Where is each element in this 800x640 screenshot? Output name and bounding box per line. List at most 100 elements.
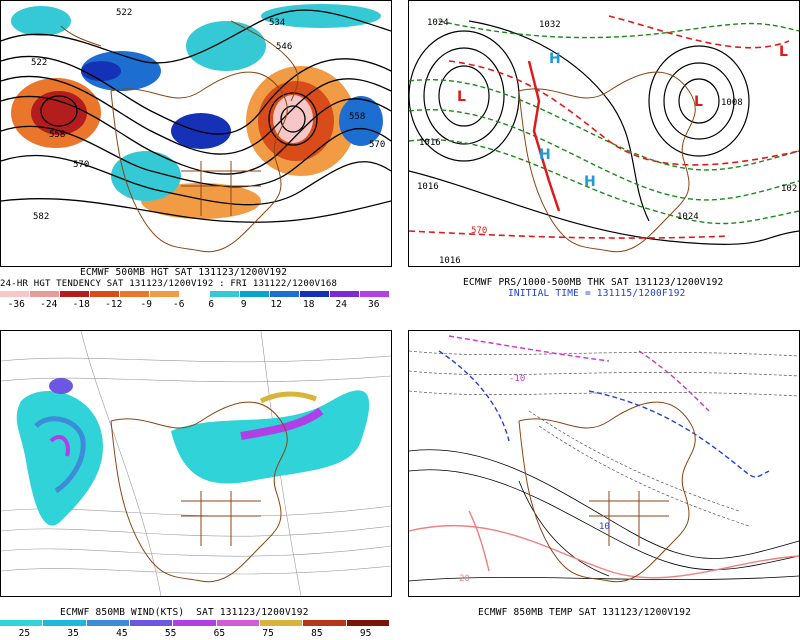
colorbar-tick-label: 85 bbox=[311, 628, 323, 639]
map-500mb-height: 522 534 522 558 570 582 558 570 546 bbox=[0, 0, 392, 267]
coastlines bbox=[110, 401, 288, 583]
isobar-label: 102 bbox=[781, 184, 797, 194]
temp-label: -10 bbox=[509, 374, 525, 384]
wind-speed-area bbox=[171, 390, 370, 484]
colorbar-swatch bbox=[86, 620, 130, 626]
isobar-label: 1024 bbox=[427, 18, 449, 28]
low-pressure-symbol: L bbox=[457, 89, 466, 105]
map-svg-wind bbox=[1, 331, 391, 596]
colorbar-tick-label: -12 bbox=[105, 299, 123, 310]
colorbar-labels: -36 -24 -18 -12 -9 -6 6 9 12 18 24 36 bbox=[0, 299, 390, 310]
tendency-rise-core bbox=[171, 113, 231, 149]
panel-mslp-thickness: H H H L L L 1024 1032 1016 1016 1016 570… bbox=[408, 0, 800, 320]
colorbar-tick-label: 75 bbox=[262, 628, 274, 639]
map-850mb-temp: 10 -10 20 bbox=[408, 330, 800, 597]
colorbar-swatch bbox=[30, 291, 60, 297]
isobar-label: 1016 bbox=[439, 256, 461, 266]
freezing-line bbox=[588, 390, 770, 478]
contour-label: 522 bbox=[31, 58, 47, 68]
colorbar-swatch bbox=[120, 291, 150, 297]
colorbar-swatch bbox=[180, 291, 210, 297]
contour-label: 558 bbox=[349, 112, 365, 122]
panel-850mb-temp: 10 -10 20 ECMWF 850MB TEMP SAT 131123/12… bbox=[408, 330, 800, 640]
colorbar-tick-label: 45 bbox=[116, 628, 128, 639]
cold-contour bbox=[448, 335, 610, 362]
colorbar-tick-label: 9 bbox=[240, 299, 247, 310]
colorbar-tick-label: 95 bbox=[359, 628, 372, 639]
wind-speed-area bbox=[34, 416, 86, 494]
colorbar-swatch bbox=[346, 620, 390, 626]
contour-label: 582 bbox=[33, 212, 49, 222]
panel-caption: 24-HR HGT TENDENCY SAT 131123/1200V192 :… bbox=[0, 279, 338, 289]
colorbar-swatch bbox=[0, 291, 30, 297]
cold-contour bbox=[638, 350, 710, 412]
colorbar-tick-label: -18 bbox=[72, 299, 90, 310]
wind-speed-core bbox=[49, 378, 73, 394]
colorbar-tick-label: -24 bbox=[40, 299, 58, 310]
freezing-line bbox=[438, 350, 510, 442]
coastlines bbox=[60, 20, 299, 253]
isobars bbox=[409, 20, 799, 245]
colorbar-swatch bbox=[90, 291, 120, 297]
tendency-rise-area bbox=[186, 21, 266, 71]
high-pressure-symbol: H bbox=[549, 51, 561, 67]
contour-label: 534 bbox=[269, 18, 285, 28]
tendency-rise-area bbox=[261, 4, 381, 28]
isobar-label: 1024 bbox=[677, 212, 699, 222]
low-pressure-symbol: L bbox=[694, 94, 703, 110]
front-line bbox=[527, 60, 561, 212]
colorbar-tick-label: 24 bbox=[335, 299, 347, 310]
wind-speed-area bbox=[16, 391, 103, 526]
colorbar-tick-label: 36 bbox=[368, 299, 380, 310]
contour-label: 558 bbox=[49, 130, 65, 140]
colorbar-tick-label: 35 bbox=[67, 628, 79, 639]
isobar-label: 1032 bbox=[539, 20, 561, 30]
colorbar-swatch bbox=[216, 620, 260, 626]
colorbar-swatch bbox=[150, 291, 180, 297]
warm-contour bbox=[468, 510, 490, 572]
isobar-label: 1016 bbox=[417, 182, 439, 192]
contour-label: 546 bbox=[276, 42, 292, 52]
colorbar-swatch bbox=[360, 291, 390, 297]
colorbar-tick-label: 55 bbox=[164, 628, 177, 639]
colorbar-tick-label: 18 bbox=[303, 299, 315, 310]
colorbar-tick-label: 6 bbox=[208, 299, 215, 310]
colorbar-tick-label: 12 bbox=[270, 299, 282, 310]
low-pressure-symbol: L bbox=[779, 44, 788, 60]
warm-contour bbox=[409, 524, 799, 579]
height-contours bbox=[1, 9, 391, 223]
contour-label: 570 bbox=[369, 140, 385, 150]
colorbar-tendency bbox=[0, 291, 390, 297]
colorbar-swatch bbox=[240, 291, 270, 297]
high-pressure-symbol: H bbox=[584, 174, 596, 190]
contour-label: 522 bbox=[116, 8, 132, 18]
colorbar-swatch bbox=[259, 620, 304, 626]
map-850mb-wind bbox=[0, 330, 392, 597]
panel-caption: ECMWF 850MB TEMP SAT 131123/1200V192 bbox=[478, 607, 692, 618]
tendency-rise-area bbox=[339, 96, 383, 146]
colorbar-swatch bbox=[303, 620, 347, 626]
colorbar-swatch bbox=[210, 291, 240, 297]
colorbar-wind bbox=[0, 620, 390, 626]
wind-speed-core bbox=[49, 435, 70, 457]
colorbar-tick-label: -9 bbox=[140, 299, 152, 310]
panel-caption: ECMWF 850MB WIND(KTS) SAT 131123/1200V19… bbox=[60, 607, 309, 618]
colorbar-swatch bbox=[330, 291, 360, 297]
map-svg-500mb: 522 534 522 558 570 582 558 570 546 bbox=[1, 4, 391, 253]
colorbar-swatch bbox=[270, 291, 300, 297]
colorbar-swatch bbox=[173, 620, 217, 626]
map-mslp-thickness: H H H L L L 1024 1032 1016 1016 1016 570… bbox=[408, 0, 800, 267]
high-pressure-symbol: H bbox=[539, 147, 551, 163]
map-svg-temp: 10 -10 20 bbox=[409, 335, 799, 584]
colorbar-tick-label: -6 bbox=[173, 299, 185, 310]
temp-contours bbox=[409, 449, 799, 582]
colorbar-swatch bbox=[60, 291, 90, 297]
isobar-label: 1016 bbox=[419, 138, 441, 148]
tendency-rise-core bbox=[81, 61, 121, 81]
tendency-fall-core bbox=[273, 95, 313, 143]
panel-caption: ECMWF 500MB HGT SAT 131123/1200V192 bbox=[80, 267, 288, 278]
colorbar-labels: 25 35 45 55 65 75 85 95 bbox=[0, 628, 390, 639]
colorbar-swatch bbox=[129, 620, 174, 626]
panel-500mb-height: 522 534 522 558 570 582 558 570 546 ECMW… bbox=[0, 0, 400, 320]
tendency-rise-area bbox=[11, 6, 71, 36]
